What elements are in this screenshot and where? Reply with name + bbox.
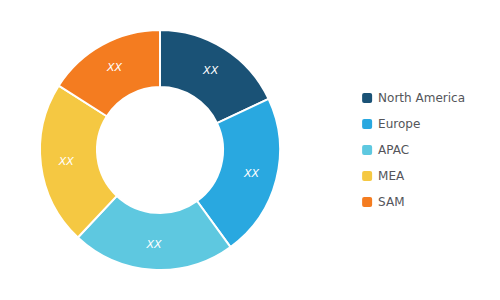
svg-text:MEA: MEA <box>378 169 405 183</box>
svg-text:North America: North America <box>378 91 465 105</box>
svg-text:XX: XX <box>146 238 163 251</box>
svg-text:XX: XX <box>243 167 260 180</box>
svg-text:XX: XX <box>106 61 123 74</box>
svg-text:Europe: Europe <box>378 117 420 131</box>
svg-text:APAC: APAC <box>378 143 409 157</box>
svg-text:XX: XX <box>202 64 219 77</box>
svg-text:XX: XX <box>58 155 75 168</box>
svg-text:SAM: SAM <box>378 195 404 209</box>
